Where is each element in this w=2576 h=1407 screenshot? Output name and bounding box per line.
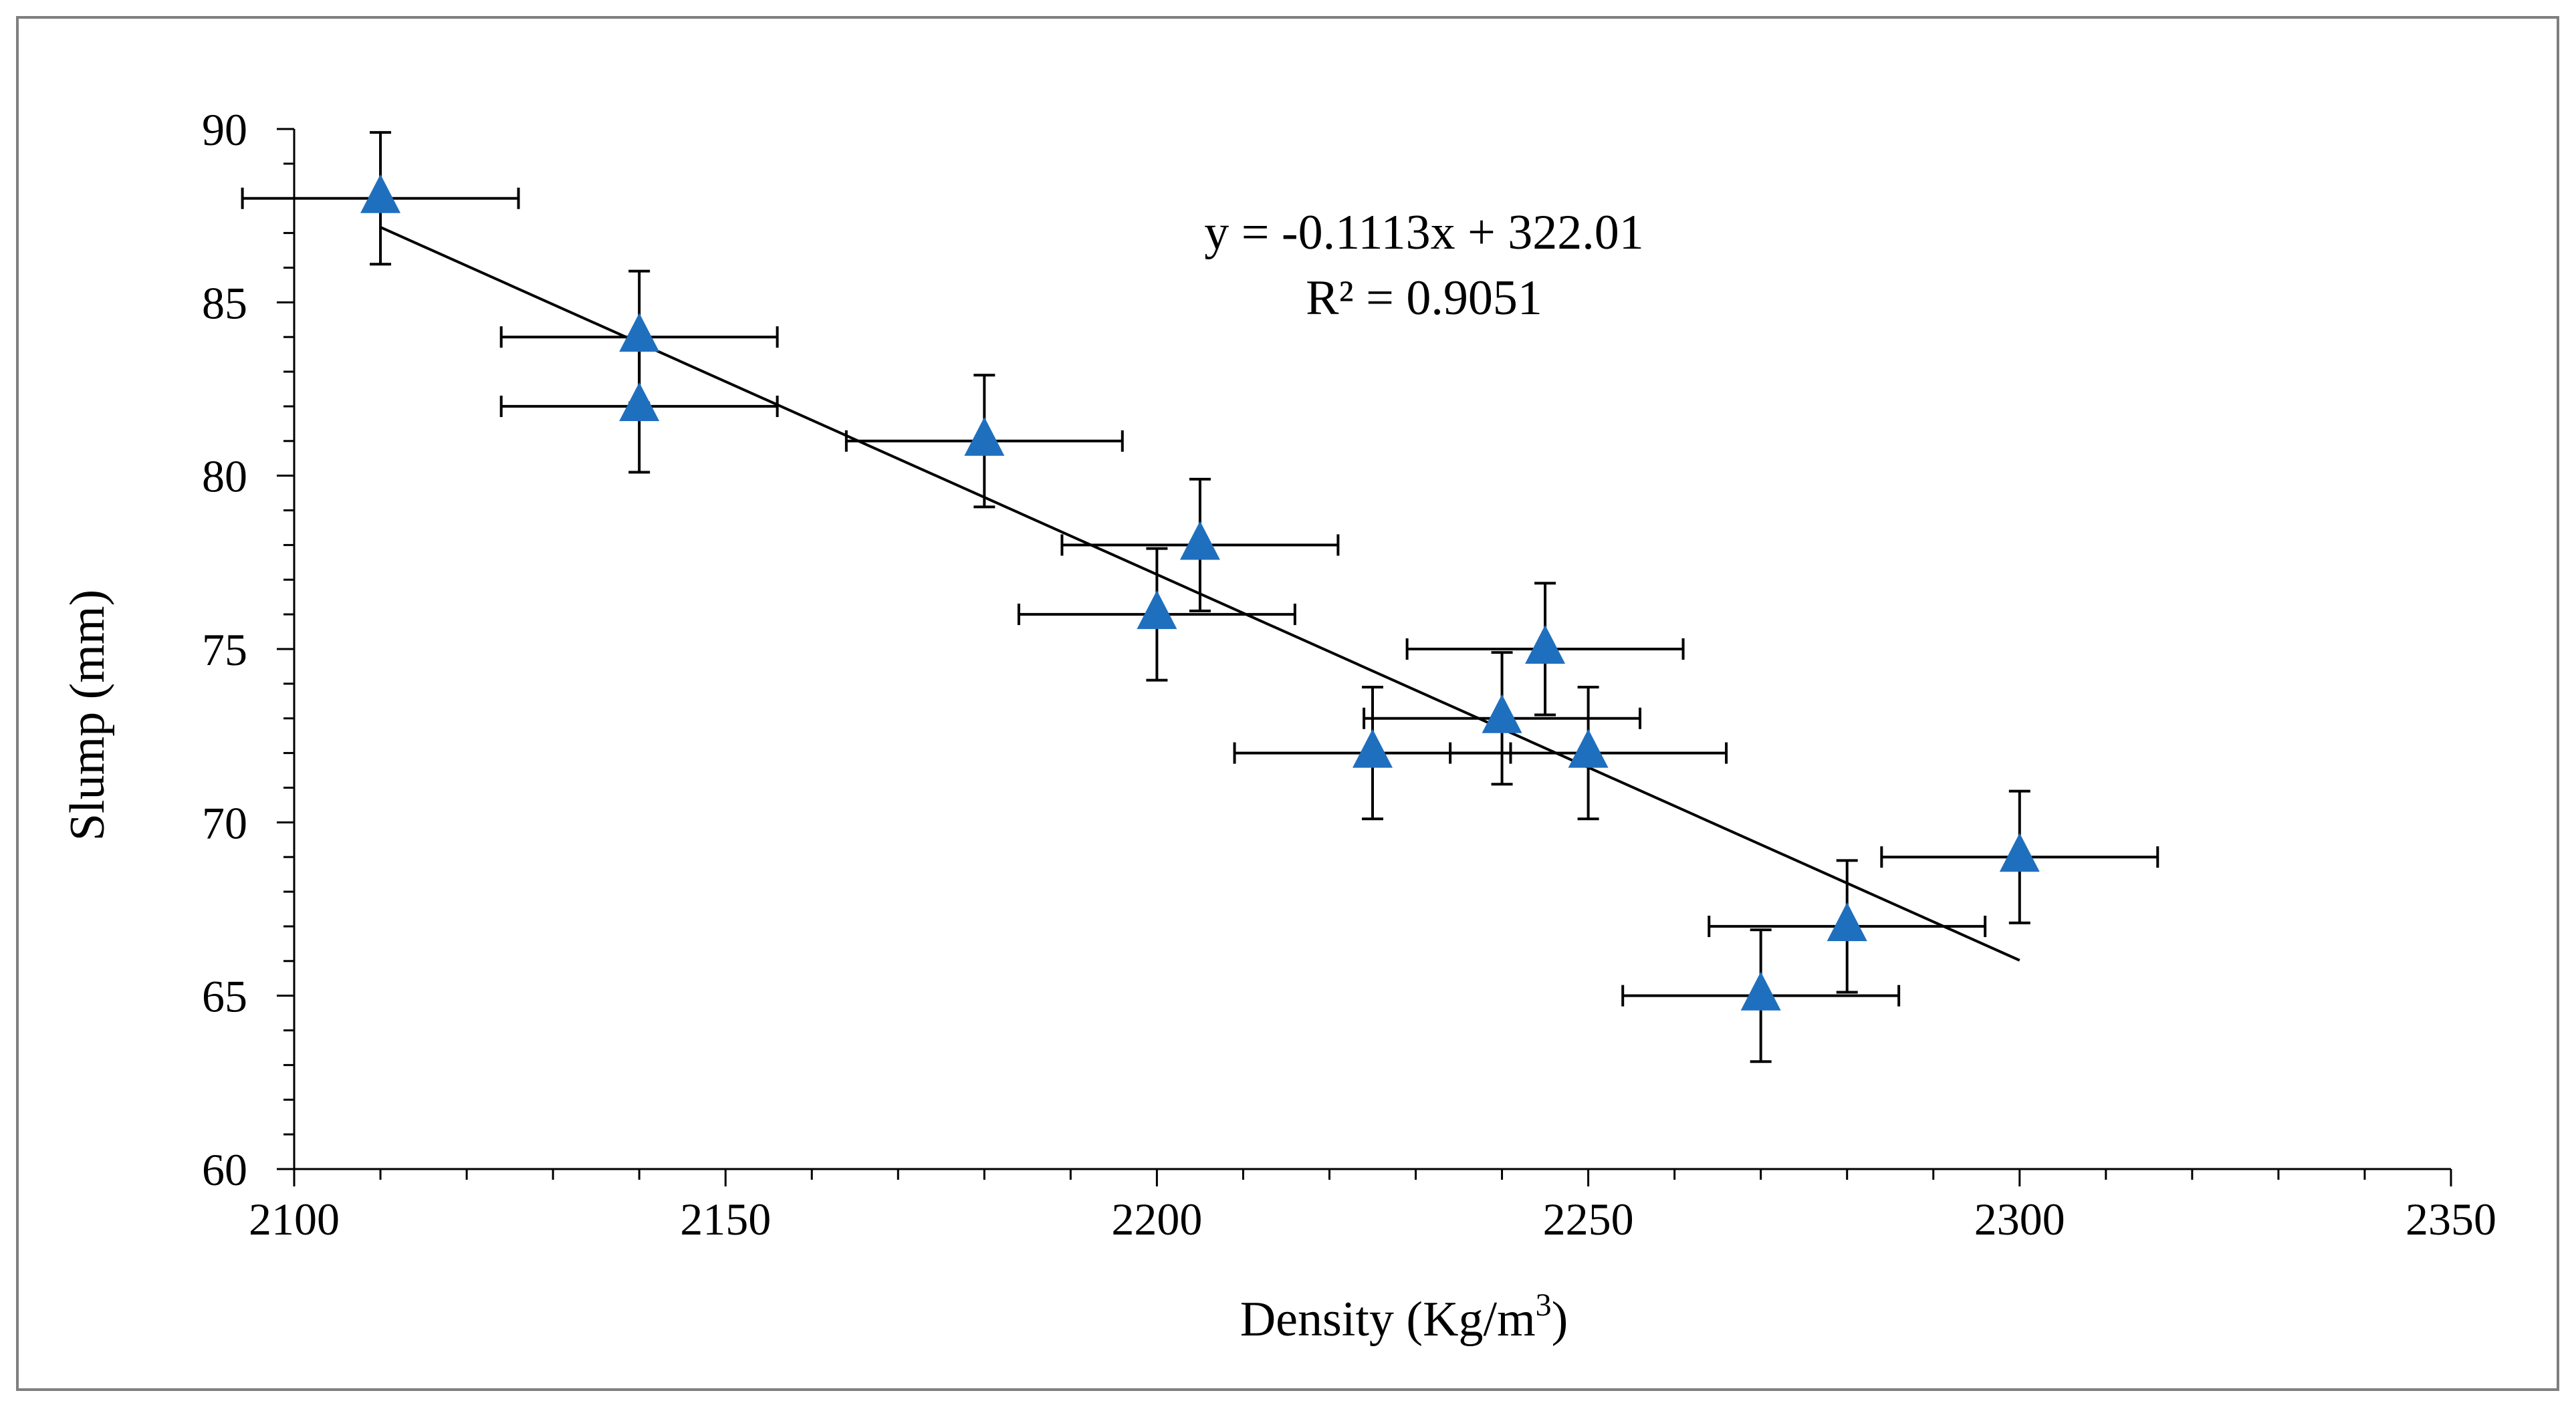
y-tick-label: 75 [202, 624, 247, 675]
y-axis-title: Slump (mm) [60, 590, 115, 841]
x-axis-title-main: Density (Kg/m [1240, 1292, 1536, 1347]
data-points [360, 174, 2040, 1011]
data-point-triangle [1137, 590, 1177, 630]
data-point-triangle [360, 174, 401, 213]
chart-border [16, 16, 2559, 1391]
data-point-triangle [1999, 833, 2040, 872]
y-tick-label: 65 [202, 971, 247, 1022]
data-point-triangle [964, 416, 1005, 456]
data-point-triangle [1482, 694, 1522, 733]
y-tick-label: 85 [202, 277, 247, 328]
y-tick-label: 90 [202, 104, 247, 155]
x-axis-title-superscript: 3 [1536, 1287, 1552, 1323]
x-tick-label: 2250 [1543, 1194, 1634, 1245]
x-tick-label: 2350 [2406, 1194, 2496, 1245]
data-point-triangle [619, 382, 660, 421]
x-axis-ticks [293, 1169, 2452, 1186]
x-axis-title: Density (Kg/m3) [1240, 1287, 1568, 1347]
y-tick-label: 80 [202, 451, 247, 502]
data-point-triangle [1353, 729, 1393, 768]
trendline-r-squared: R² = 0.9051 [1306, 271, 1542, 326]
trendline-equation: y = -0.1113x + 322.01 [1204, 205, 1644, 260]
data-point-triangle [619, 313, 660, 352]
x-tick-label: 2200 [1111, 1194, 1202, 1245]
data-point-triangle [1740, 971, 1781, 1011]
x-tick-label: 2300 [1974, 1194, 2065, 1245]
x-axis-tick-labels: 2100 2150 2200 2250 2300 2350 [249, 1194, 2496, 1245]
data-point-triangle [1179, 521, 1220, 560]
y-tick-label: 60 [202, 1144, 247, 1195]
data-point-triangle [1568, 729, 1609, 768]
x-tick-label: 2150 [680, 1194, 771, 1245]
y-tick-label: 70 [202, 797, 247, 848]
y-axis-ticks [277, 128, 294, 1170]
y-axis-tick-labels: 60 65 70 75 80 85 90 [202, 104, 247, 1195]
x-tick-label: 2100 [249, 1194, 340, 1245]
data-point-triangle [1525, 625, 1566, 664]
x-axis-title-suffix: ) [1552, 1292, 1568, 1347]
data-point-triangle [1827, 902, 1867, 941]
